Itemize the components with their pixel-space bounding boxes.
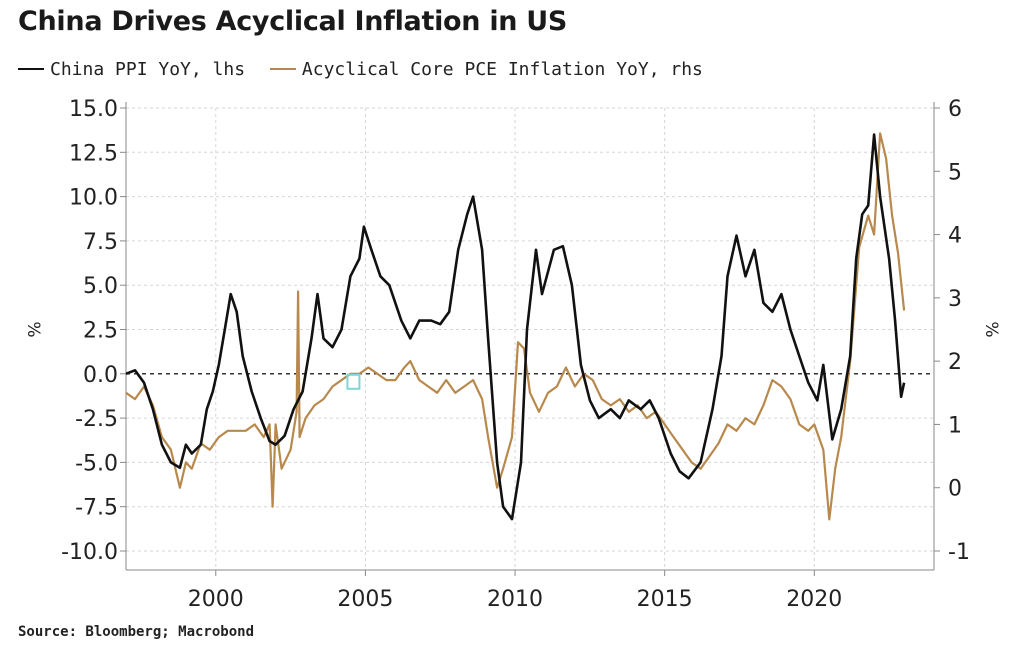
- legend-item-china-ppi: China PPI YoY, lhs: [18, 59, 245, 80]
- source-note: Source: Bloomberg; Macrobond: [18, 624, 255, 640]
- y-right-tick-label: 1: [948, 413, 962, 438]
- highlight-marker: [346, 373, 361, 390]
- y-right-tick-label: 6: [948, 97, 962, 122]
- x-tick-label: 2020: [786, 587, 842, 612]
- legend-item-core-pce: Acyclical Core PCE Inflation YoY, rhs: [269, 58, 703, 80]
- y-left-tick-label: 5.0: [83, 274, 118, 299]
- y-left-tick-label: 15.0: [69, 97, 118, 122]
- y-left-tick-label: -5.0: [75, 451, 118, 476]
- y-left-tick-label: 7.5: [83, 230, 118, 255]
- x-tick-label: 2000: [188, 587, 244, 612]
- y-right-axis-label: %: [981, 321, 1001, 337]
- x-tick-label: 2005: [337, 587, 393, 612]
- y-left-tick-label: 12.5: [69, 141, 118, 166]
- y-left-tick-label: -10.0: [61, 540, 118, 565]
- legend-label-china-ppi: China PPI YoY, lhs: [50, 58, 246, 80]
- y-right-tick-label: 4: [948, 224, 962, 249]
- y-right-tick-label: 5: [948, 160, 962, 185]
- legend-label-core-pce: Acyclical Core PCE Inflation YoY, rhs: [301, 58, 703, 80]
- chart-title: China Drives Acyclical Inflation in US: [18, 6, 568, 37]
- x-tick-label: 2010: [487, 587, 543, 612]
- legend-swatch-core-pce: [269, 68, 296, 70]
- y-left-tick-label: -2.5: [75, 407, 118, 432]
- y-left-tick-label: 0.0: [83, 363, 118, 388]
- y-right-tick-label: 3: [948, 287, 962, 312]
- y-right-tick-label: 0: [948, 477, 962, 502]
- y-left-tick-label: -7.5: [75, 496, 118, 521]
- y-left-tick-label: 2.5: [83, 319, 118, 344]
- y-left-tick-label: 10.0: [69, 186, 118, 211]
- series-line-core-pce: [125, 132, 906, 521]
- legend-swatch-china-ppi: [18, 68, 44, 70]
- y-left-axis-label: %: [23, 321, 43, 337]
- y-right-tick-label: -1: [948, 540, 970, 565]
- x-tick-label: 2015: [637, 587, 693, 612]
- chart-legend: China PPI YoY, lhs Acyclical Core PCE In…: [18, 54, 717, 80]
- series-line-china-ppi: [125, 133, 906, 521]
- y-right-tick-label: 2: [948, 350, 962, 375]
